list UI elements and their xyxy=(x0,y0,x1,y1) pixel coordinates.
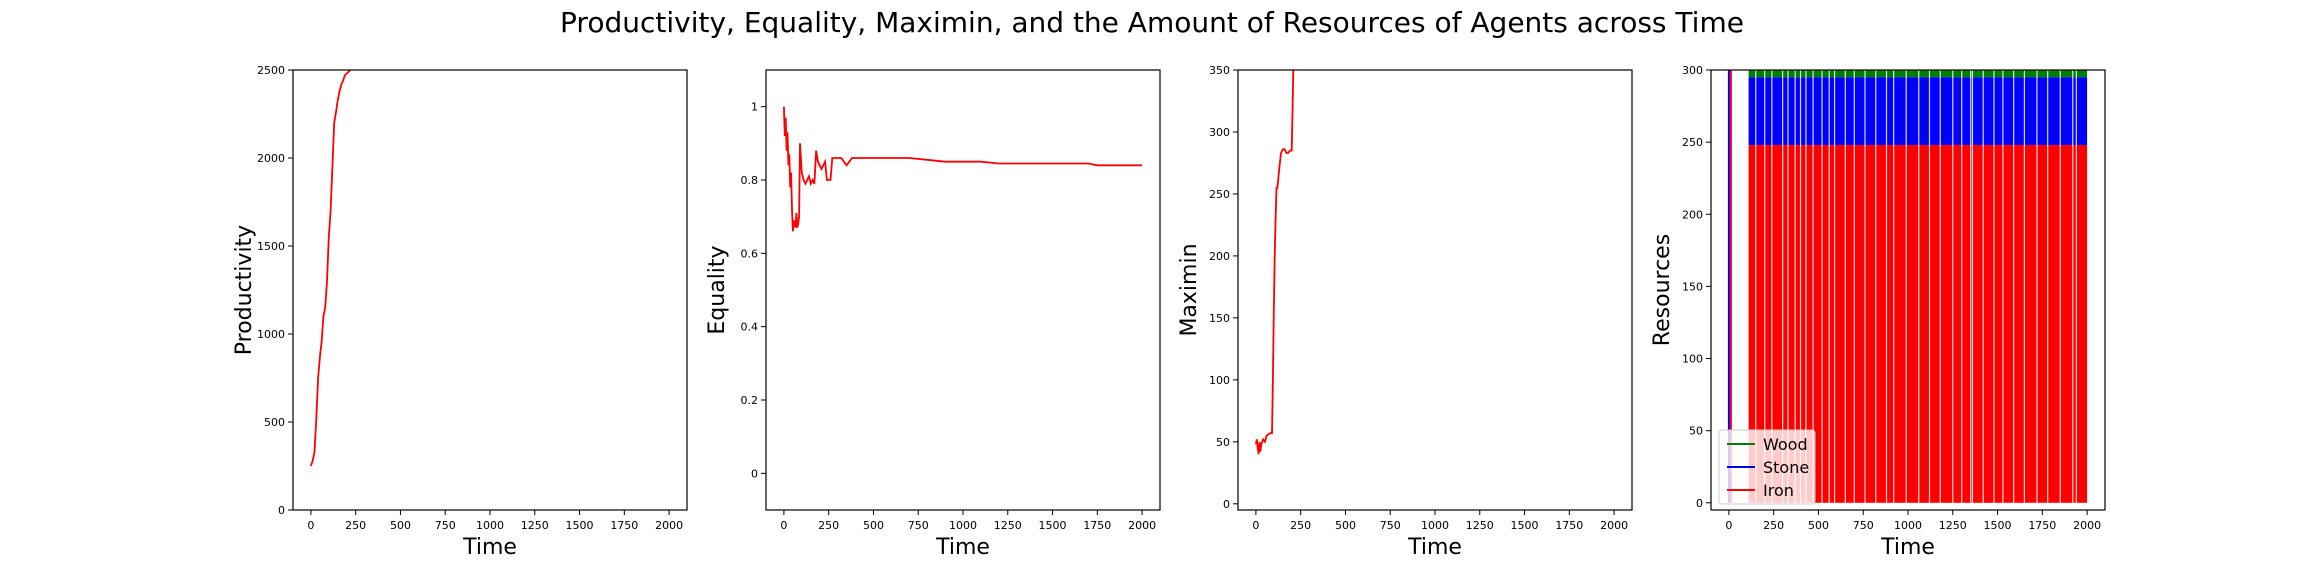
plot-area xyxy=(310,70,352,467)
y-tick-label: 50 xyxy=(1689,425,1703,438)
x-tick-label: 1750 xyxy=(1555,519,1583,532)
plot-frame xyxy=(292,69,688,511)
y-tick-label: 0 xyxy=(278,504,285,517)
plot-frame xyxy=(1237,69,1633,511)
x-tick-label: 2000 xyxy=(2073,519,2101,532)
y-tick-label: 150 xyxy=(1682,280,1703,293)
series-line xyxy=(310,70,352,467)
x-axis-label: Time xyxy=(1880,535,1935,560)
maximin-chart: 0 250 500 750 1000 1250 1500 1750 2000 0 50 100 150 2… xyxy=(1177,64,1633,560)
x-tick-label: 250 xyxy=(818,519,839,532)
x-axis-label: Time xyxy=(935,535,990,560)
y-tick-label: 200 xyxy=(1682,208,1703,221)
plot-frame xyxy=(765,69,1161,511)
x-tick-label: 0 xyxy=(1252,519,1259,532)
y-tick-label: 1500 xyxy=(257,240,285,253)
x-tick-label: 1000 xyxy=(1421,519,1449,532)
y-tick-label: 2500 xyxy=(257,64,285,77)
legend-label: Iron xyxy=(1763,481,1794,500)
y-tick-label: 0.2 xyxy=(741,394,759,407)
x-tick-label: 1250 xyxy=(1939,519,1967,532)
productivity-chart: 0 250 500 750 1000 1250 1500 1750 2000 0 500 1000 15… xyxy=(232,64,688,560)
x-tick-label: 0 xyxy=(307,519,314,532)
y-tick-label: 0.6 xyxy=(741,247,759,260)
x-tick-label: 250 xyxy=(1763,519,1784,532)
y-tick-label: 250 xyxy=(1682,136,1703,149)
wood-band xyxy=(1748,70,2088,78)
legend-label: Wood xyxy=(1763,435,1808,454)
x-tick-label: 1500 xyxy=(1039,519,1067,532)
x-tick-label: 2000 xyxy=(655,519,683,532)
x-tick-label: 1500 xyxy=(1984,519,2012,532)
y-tick-label: 0 xyxy=(1696,497,1703,510)
x-tick-label: 250 xyxy=(345,519,366,532)
y-tick-label: 0 xyxy=(751,467,758,480)
x-tick-label: 1500 xyxy=(1511,519,1539,532)
x-tick-label: 1000 xyxy=(476,519,504,532)
y-axis-label: Productivity xyxy=(232,225,257,355)
plot-area xyxy=(783,106,1143,232)
x-tick-label: 0 xyxy=(780,519,787,532)
x-tick-label: 1750 xyxy=(610,519,638,532)
x-tick-label: 500 xyxy=(1335,519,1356,532)
y-tick-label: 150 xyxy=(1209,312,1230,325)
y-tick-label: 300 xyxy=(1209,126,1230,139)
y-axis-label: Equality xyxy=(705,245,730,334)
y-tick-label: 0.4 xyxy=(741,321,759,334)
x-tick-label: 1500 xyxy=(566,519,594,532)
x-tick-label: 0 xyxy=(1725,519,1732,532)
legend-box xyxy=(1718,429,1816,505)
y-axis-label: Resources xyxy=(1650,234,1675,346)
x-tick-label: 1000 xyxy=(1894,519,1922,532)
x-tick-label: 750 xyxy=(1380,519,1401,532)
y-tick-label: 50 xyxy=(1216,436,1230,449)
x-tick-label: 2000 xyxy=(1128,519,1156,532)
y-tick-label: 2000 xyxy=(257,152,285,165)
y-tick-label: 100 xyxy=(1209,374,1230,387)
x-tick-label: 2000 xyxy=(1600,519,1628,532)
y-tick-label: 500 xyxy=(264,416,285,429)
series-line xyxy=(1255,70,1295,455)
x-tick-label: 500 xyxy=(390,519,411,532)
x-axis-label: Time xyxy=(1407,535,1462,560)
x-tick-label: 1750 xyxy=(2028,519,2056,532)
series-line xyxy=(783,106,1143,232)
x-tick-label: 1000 xyxy=(949,519,977,532)
resources-chart: 0 250 500 750 1000 1250 1500 1750 2000 0 50 100 150 2… xyxy=(1650,64,2106,560)
y-tick-label: 200 xyxy=(1209,250,1230,263)
x-tick-label: 750 xyxy=(435,519,456,532)
stone-band xyxy=(1748,77,2088,146)
y-tick-label: 1 xyxy=(751,101,758,114)
y-tick-label: 0 xyxy=(1223,498,1230,511)
x-tick-label: 1250 xyxy=(1466,519,1494,532)
y-tick-label: 1000 xyxy=(257,328,285,341)
y-axis-label: Maximin xyxy=(1177,243,1202,336)
x-tick-label: 750 xyxy=(1853,519,1874,532)
y-tick-label: 250 xyxy=(1209,188,1230,201)
y-tick-label: 100 xyxy=(1682,353,1703,366)
x-tick-label: 500 xyxy=(863,519,884,532)
x-tick-label: 250 xyxy=(1290,519,1311,532)
x-tick-label: 1250 xyxy=(994,519,1022,532)
plot-area xyxy=(1255,70,1295,455)
y-tick-label: 300 xyxy=(1682,64,1703,77)
y-tick-label: 0.8 xyxy=(741,174,759,187)
x-tick-label: 1750 xyxy=(1083,519,1111,532)
x-axis-label: Time xyxy=(462,535,517,560)
x-tick-label: 500 xyxy=(1808,519,1829,532)
x-tick-label: 750 xyxy=(908,519,929,532)
legend-label: Stone xyxy=(1763,458,1809,477)
equality-chart: 0 250 500 750 1000 1250 1500 1750 2000 0 0.2 0.4 0.6… xyxy=(705,69,1161,560)
x-tick-label: 1250 xyxy=(521,519,549,532)
figure-title: Productivity, Equality, Maximin, and the… xyxy=(560,6,1744,39)
y-tick-label: 350 xyxy=(1209,64,1230,77)
